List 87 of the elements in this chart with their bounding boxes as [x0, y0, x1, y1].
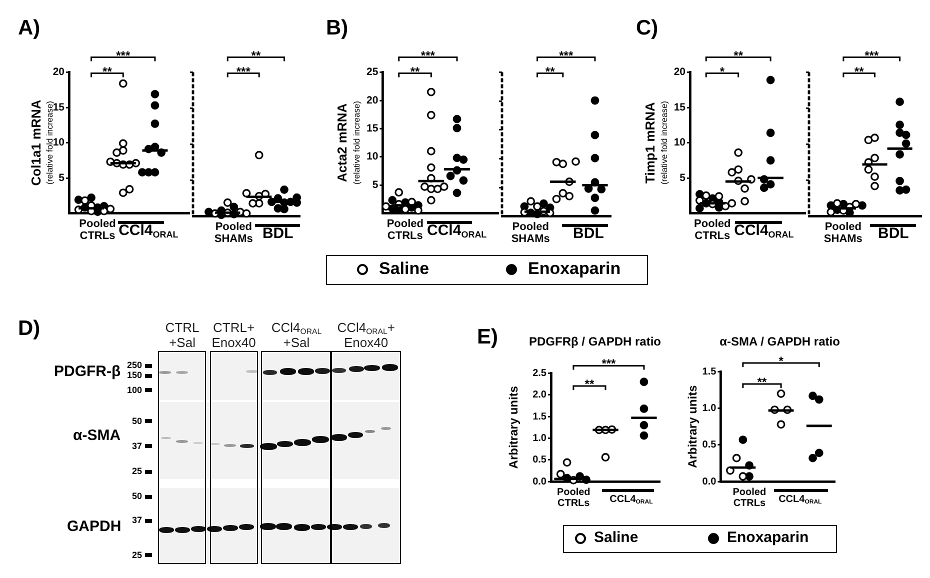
y-tick-label: 1.5 — [532, 411, 547, 422]
legend-label: Saline — [379, 258, 430, 280]
x-tick-label: Pooled CTRLs — [386, 218, 424, 242]
y-tick-label: 20 — [674, 66, 686, 78]
x-tick-label: CCL4$_{ORAL}$ — [610, 494, 653, 506]
annotation: * — [720, 64, 725, 78]
text: *** — [864, 48, 879, 62]
text: 150 — [127, 370, 142, 382]
y-tick-label: 5 — [58, 172, 65, 184]
text: * — [778, 354, 784, 368]
category-label: CTRL +Sal — [165, 320, 200, 350]
y-tick-label: 20 — [366, 94, 378, 106]
text: 250 — [127, 360, 142, 372]
annotation: ** — [757, 375, 767, 389]
y-axis-title: Arbitrary units — [506, 386, 520, 469]
category-label: α-SMA — [73, 427, 121, 444]
text: ** — [734, 48, 744, 62]
y-axis-title: Arbitrary units — [685, 384, 700, 468]
y-tick-label: 15 — [674, 101, 686, 114]
text: ** — [251, 48, 261, 62]
x-tick-label: Pooled SHAMs — [511, 220, 550, 246]
y-tick-label: 0.5 — [702, 440, 717, 451]
legend-label: Enoxaparin — [528, 258, 621, 280]
legend-label: Enoxaparin — [727, 529, 809, 548]
y-tick-label: 15 — [52, 101, 65, 114]
x-tick-label: Pooled SHAMs — [214, 220, 253, 246]
y-axis-title: Col1a1 mRNA (relative fold increase) — [28, 99, 54, 186]
y-tick-label: 10 — [674, 136, 686, 149]
text: 37 — [132, 440, 142, 452]
text: D) — [18, 317, 40, 340]
text: *** — [559, 48, 574, 62]
y-tick-label: 1.0 — [702, 403, 717, 414]
y-tick-label: 20 — [52, 66, 65, 78]
annotation: ** — [854, 64, 864, 78]
annotation: ** — [545, 64, 556, 78]
x-tick-label: Pooled CTRLs — [556, 486, 590, 510]
text: 50 — [132, 491, 142, 502]
y-tick-label: 2.0 — [532, 390, 547, 401]
annotation: ** — [584, 377, 594, 391]
text: *** — [116, 48, 130, 62]
y-tick-label: 5 — [680, 172, 686, 184]
x-tick-label: CCl4$_{ORAL}$ — [118, 222, 178, 239]
category-label: PDGFR-β — [54, 363, 121, 380]
text: 25 — [132, 466, 142, 478]
y-axis-title: Acta2 mRNA (relative fold increase) — [334, 100, 362, 185]
chart-title: A) — [18, 16, 40, 40]
y-tick-label: 0.0 — [532, 476, 547, 488]
text: 50 — [132, 416, 142, 426]
y-tick-label: 0.5 — [532, 454, 547, 466]
y-tick-label: 15 — [366, 122, 378, 135]
y-tick-label: 5 — [372, 178, 378, 191]
x-tick-label: Pooled CTRLs — [694, 218, 731, 242]
text: 100 — [127, 384, 142, 396]
x-tick-label: BDL — [262, 224, 294, 242]
chart-title: C) — [636, 16, 658, 40]
x-tick-label: CCl4$_{ORAL}$ — [734, 222, 794, 239]
category-label: GAPDH — [67, 518, 122, 535]
text: 37 — [132, 515, 142, 526]
y-tick-label: 10 — [366, 150, 378, 163]
annotation: ** — [102, 64, 112, 78]
x-tick-label: Pooled SHAMs — [824, 220, 862, 246]
y-axis-title: Timp1 mRNA (relative fold increase) — [642, 100, 669, 185]
chart-subtitle: PDGFRβ / GAPDH ratio — [529, 334, 661, 348]
x-tick-label: BDL — [573, 224, 604, 242]
y-tick-label: 10 — [52, 136, 65, 149]
y-tick-label: 25 — [366, 66, 378, 78]
text: 25 — [132, 550, 142, 560]
legend-label: Saline — [594, 529, 638, 548]
annotation: ** — [410, 64, 420, 78]
x-tick-label: CCL4$_{ORAL}$ — [778, 494, 822, 506]
chart-title: E) — [477, 325, 498, 348]
category-label: CCl4$_{ORAL}$ +Sal — [271, 320, 322, 350]
x-tick-label: BDL — [878, 224, 909, 242]
y-tick-label: 2.5 — [532, 368, 547, 379]
x-tick-label: Pooled CTRLs — [79, 218, 116, 242]
category-label: CCl4$_{ORAL}$+ Enox40 — [337, 320, 395, 350]
y-tick-label: 1.0 — [532, 432, 547, 444]
y-tick-label: 0.0 — [702, 476, 717, 488]
text: *** — [420, 48, 436, 62]
chart-title: B) — [326, 16, 348, 40]
text: *** — [602, 356, 616, 371]
annotation: *** — [236, 64, 251, 78]
category-label: CTRL+ Enox40 — [212, 320, 256, 350]
chart-title: α-SMA / GAPDH ratio — [720, 334, 840, 348]
y-tick-label: 1.5 — [702, 366, 717, 378]
x-tick-label: Pooled CTRLs — [732, 486, 766, 510]
x-tick-label: CCl4$_{ORAL}$ — [427, 222, 487, 239]
